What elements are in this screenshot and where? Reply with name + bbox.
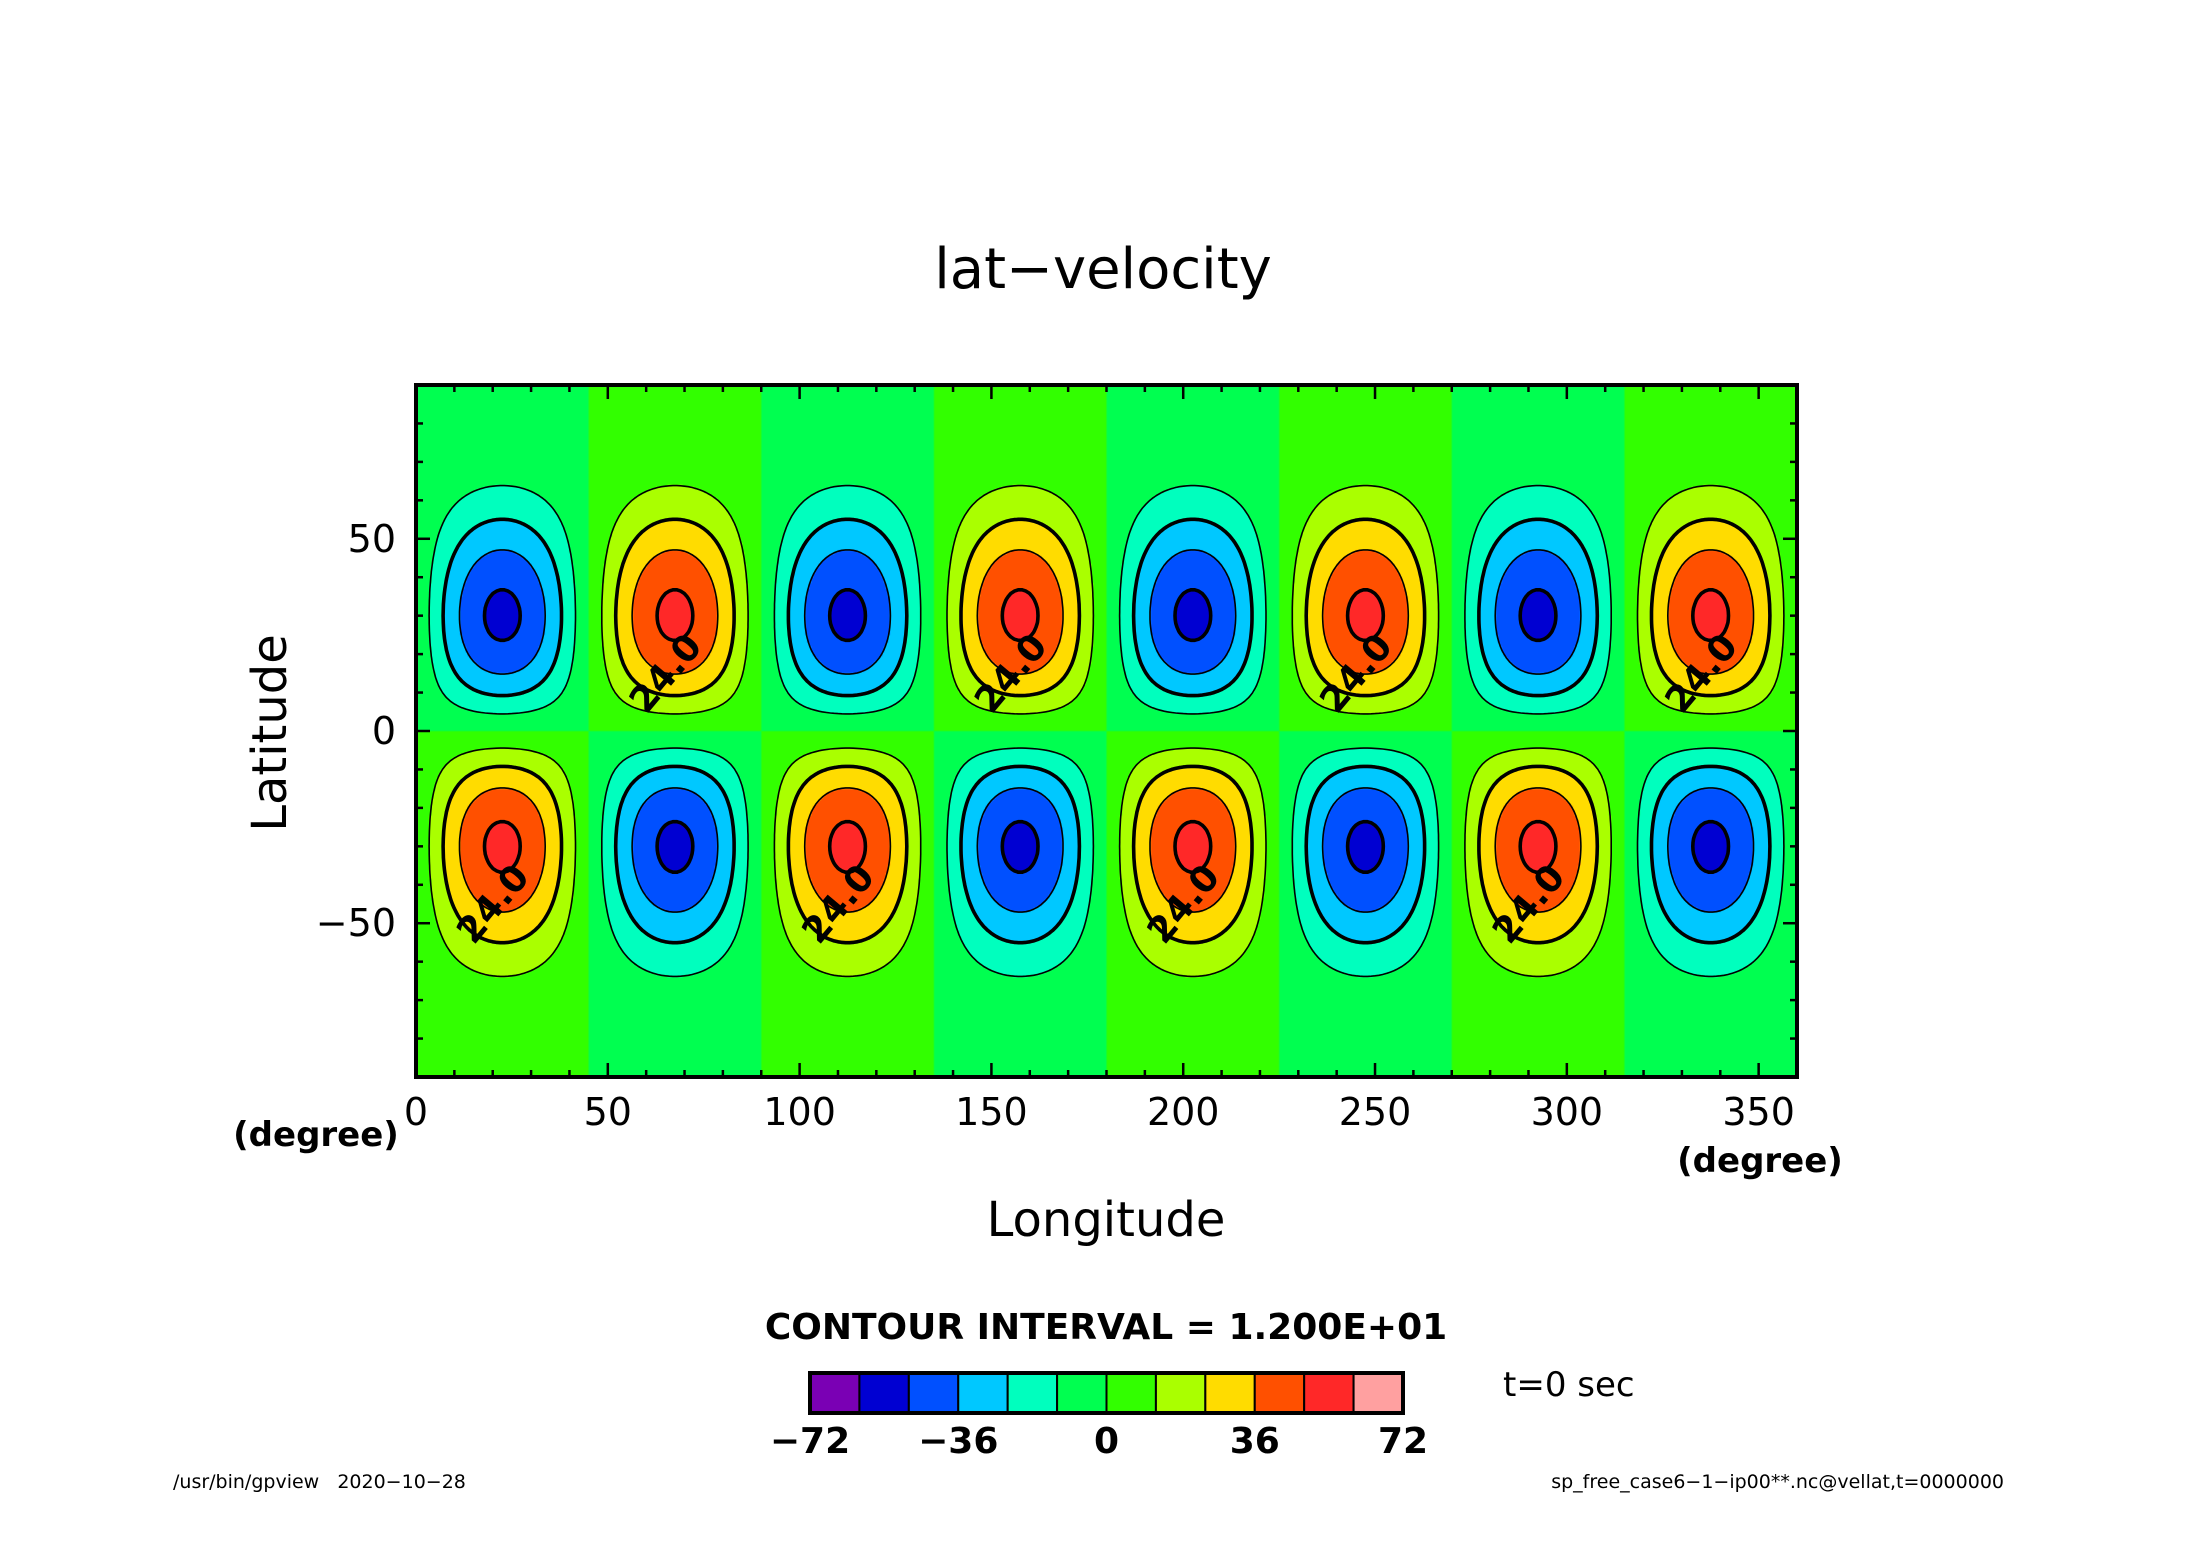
y-tick-label: −50 <box>316 901 396 945</box>
colorbar-swatch <box>1253 1372 1306 1414</box>
colorbar-swatch <box>1056 1372 1108 1414</box>
chart-title: lat−velocity <box>934 237 1272 302</box>
colorbar <box>808 1371 1405 1415</box>
colorbar-swatch <box>1204 1372 1256 1414</box>
colorbar-swatch <box>1105 1372 1157 1414</box>
x-tick-label: 150 <box>955 1090 1028 1134</box>
time-label: t=0 sec <box>1503 1365 1635 1405</box>
contour-line <box>458 549 1755 913</box>
y-axis-label: Latitude <box>242 634 298 832</box>
colorbar-frame <box>808 1371 1405 1415</box>
x-tick-label: 200 <box>1147 1090 1220 1134</box>
contour-line <box>482 588 1731 874</box>
footer-right: sp_free_case6−1−ip00**.nc@vellat,t=00000… <box>1551 1471 2004 1493</box>
contour-line <box>428 484 1785 978</box>
contour-line <box>428 484 1785 978</box>
contour-interval-text: CONTOUR INTERVAL = 1.200E+01 <box>765 1307 1447 1348</box>
contour-line <box>441 517 1772 945</box>
x-tick-label: 100 <box>763 1090 836 1134</box>
x-axis-label: Longitude <box>987 1192 1226 1248</box>
colorbar-swatch <box>1352 1372 1405 1414</box>
x-tick-label: 300 <box>1531 1090 1604 1134</box>
colorbar-swatch <box>957 1372 1009 1414</box>
colorbar-swatch <box>858 1372 910 1414</box>
x-tick-label: 250 <box>1339 1090 1412 1134</box>
x-tick-label: 0 <box>404 1090 428 1134</box>
plot-area: 24.0 24.0 24.0 24.024.0 24.0 24.0 24.0 <box>414 383 1799 1079</box>
colorbar-tick-label: −72 <box>770 1421 850 1462</box>
colorbar-tick-label: −36 <box>918 1421 998 1462</box>
y-tick-label: 50 <box>348 517 396 561</box>
contour-lines <box>428 484 1785 978</box>
y-tick-label: 0 <box>372 709 396 753</box>
x-axis: 0 50 100 150 200 250 300 350 <box>404 385 1799 1134</box>
colorbar-tick-label: 36 <box>1230 1421 1280 1462</box>
colorbar-tick-labels: −72 −36 0 36 72 <box>770 1421 1428 1462</box>
colorbar-swatch <box>1006 1372 1059 1414</box>
colorbar-swatch <box>1303 1372 1355 1414</box>
x-tick-label: 350 <box>1722 1090 1795 1134</box>
heatmap-field <box>416 385 1797 1077</box>
colorbar-tick-label: 0 <box>1094 1421 1119 1462</box>
colorbar-swatch <box>907 1372 960 1414</box>
colorbar-swatch <box>1154 1372 1207 1414</box>
contour-line <box>458 549 1755 913</box>
contour-line <box>441 517 1772 945</box>
x-unit-label-left: (degree) <box>233 1115 399 1155</box>
colorbar-tick-label: 72 <box>1378 1421 1428 1462</box>
y-axis: 50 0 −50 <box>316 383 1797 1079</box>
contour-line <box>482 588 1731 874</box>
colorbar-swatch <box>809 1372 861 1414</box>
x-tick-label: 50 <box>584 1090 632 1134</box>
footer-left: /usr/bin/gpview 2020−10−28 <box>173 1471 466 1493</box>
x-unit-label-right: (degree) <box>1677 1141 1843 1181</box>
